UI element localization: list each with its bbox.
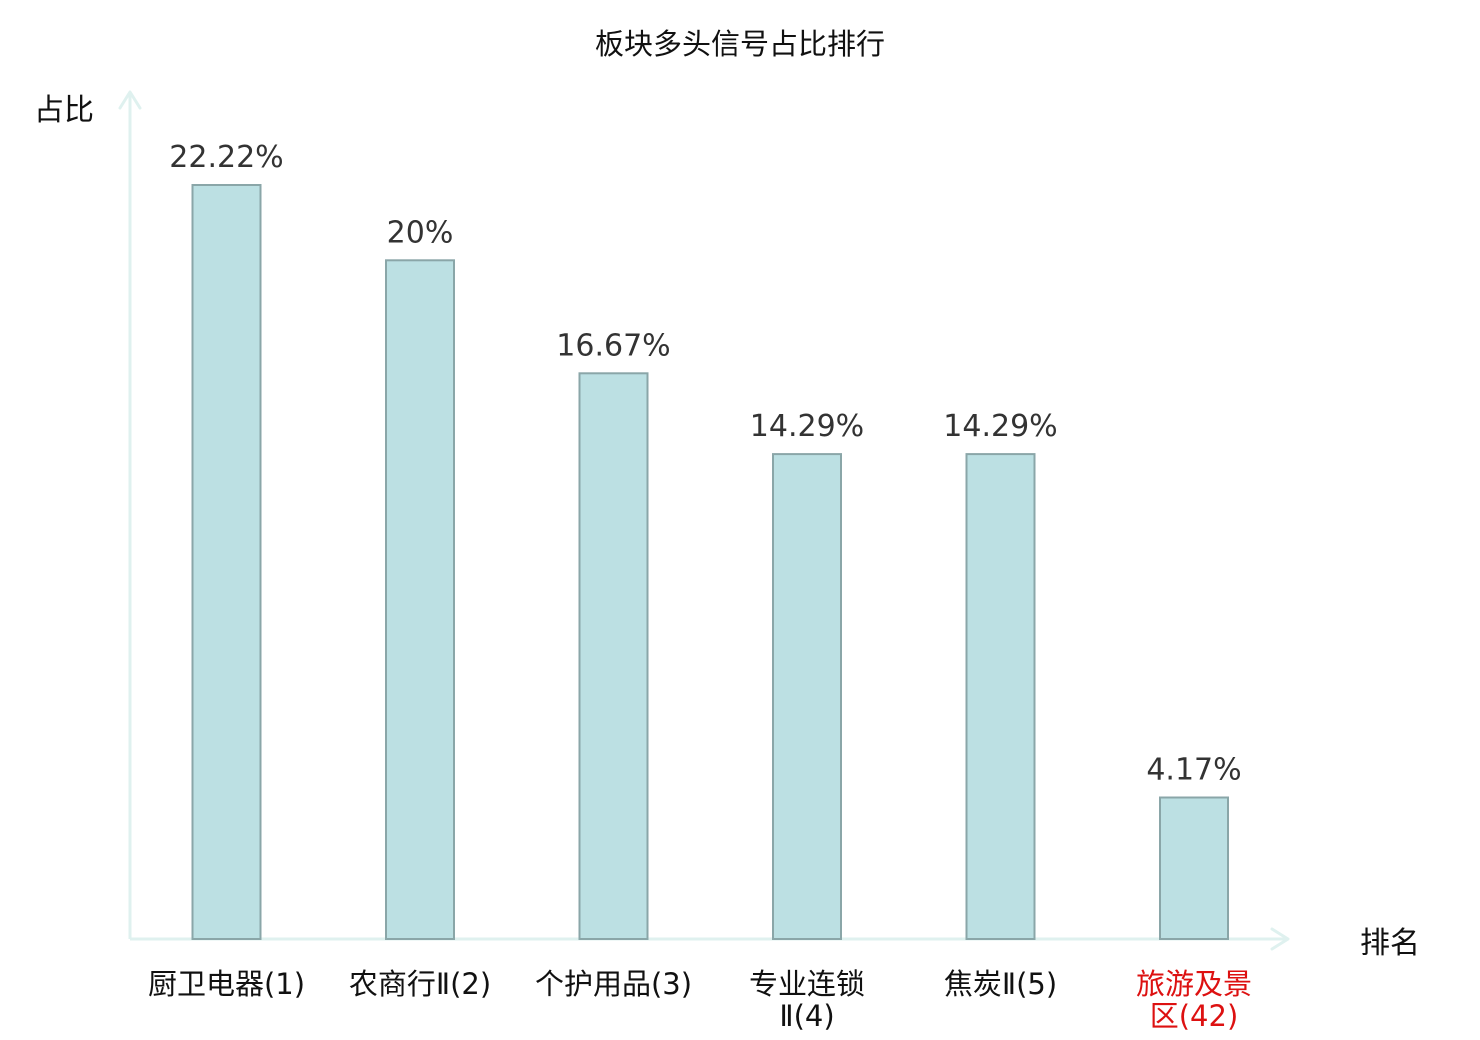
category-label: 专业连锁 [749,967,865,1001]
category-label: 区(42) [1150,999,1239,1033]
bar [578,372,649,940]
bar-value-label: 16.67% [556,328,670,363]
bar [191,184,262,940]
bar-value-label: 20% [387,215,454,250]
bar [385,259,455,940]
y-axis-label: 占比 [34,93,94,128]
y-axis-arrow-icon [118,90,142,110]
x-axis [130,927,1290,951]
category-label: 农商行Ⅱ(2) [349,967,491,1001]
bar-value-label: 22.22% [169,140,283,175]
chart-title: 板块多头信号占比排行 [595,27,885,61]
y-axis [118,90,142,939]
bar-value-label: 14.29% [750,409,864,444]
category-label: Ⅱ(4) [779,999,834,1033]
bar [965,453,1036,940]
value-labels: 22.22% 20% 16.67% 14.29% 14.29% 4.17% [169,140,1241,788]
bar [1159,796,1229,940]
bar-value-label: 4.17% [1146,753,1241,788]
bar [772,453,842,940]
x-axis-label: 排名 [1360,926,1420,961]
category-label: 旅游及景 [1136,967,1252,1001]
bar-series [191,184,1229,940]
category-label: 焦炭Ⅱ(5) [944,967,1057,1001]
x-axis-arrow-icon [1270,927,1290,951]
category-label: 个护用品(3) [535,967,692,1001]
category-label: 厨卫电器(1) [148,967,305,1001]
bar-value-label: 14.29% [943,409,1057,444]
